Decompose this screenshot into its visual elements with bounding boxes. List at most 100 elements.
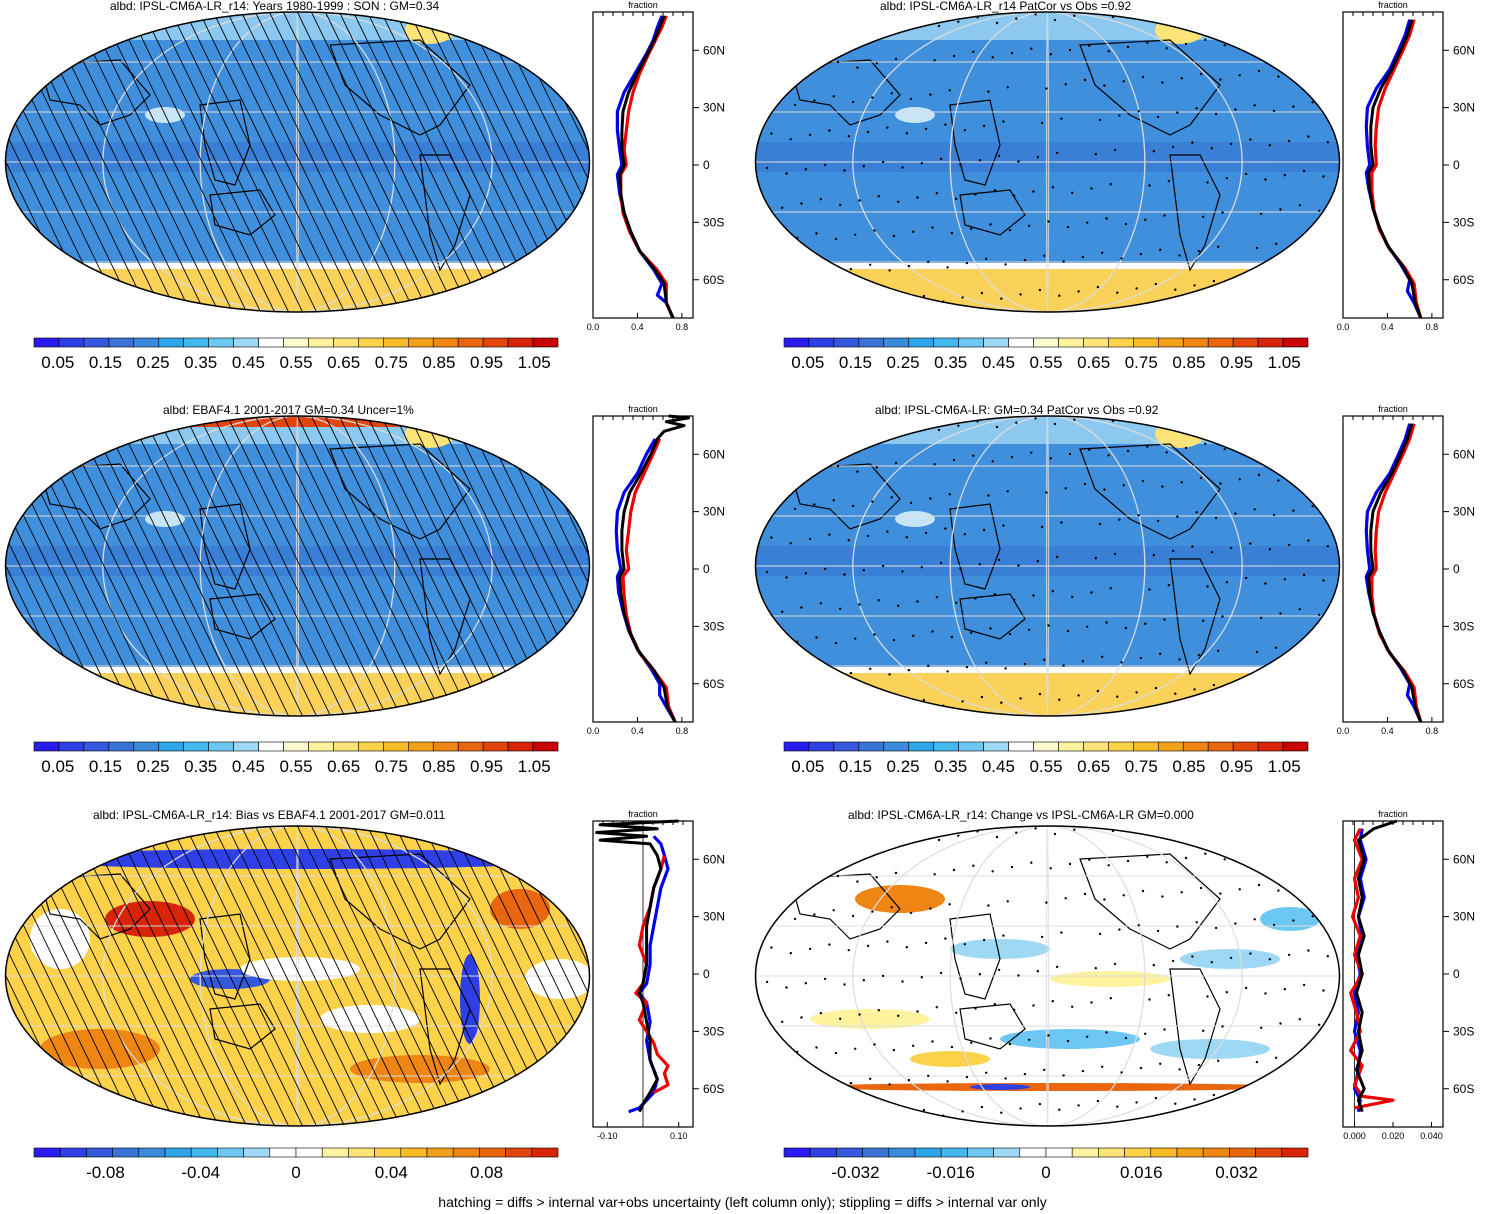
stipple-dot: [1161, 81, 1164, 84]
stipple-dot: [1083, 892, 1087, 896]
colorbar-swatch: [983, 337, 1009, 348]
stipple-dot: [1180, 77, 1183, 80]
stipple-dot: [843, 573, 846, 576]
hatch-line: [265, 826, 417, 1126]
stipple-dot: [1242, 443, 1246, 447]
stipple-dot: [1092, 416, 1095, 417]
stipple-dot: [1171, 145, 1175, 149]
stipple-dot: [1268, 144, 1271, 147]
hatch-line: [237, 826, 389, 1126]
stipple-dot: [918, 423, 921, 426]
stipple-dot: [1126, 45, 1130, 49]
stipple-dot: [1242, 39, 1246, 43]
colorbar-swatch: [1257, 741, 1284, 752]
hatch-line: [5, 12, 123, 312]
stipple-dot: [1260, 1026, 1263, 1029]
stipple-dot: [1184, 42, 1188, 46]
stipple-dot: [854, 1047, 857, 1050]
hatch-line: [279, 12, 431, 312]
stipple-dot: [922, 294, 926, 298]
stipple-dot: [1105, 621, 1108, 624]
map-outline: [4, 825, 591, 1127]
stipple-dot: [912, 230, 915, 233]
stipple-dot: [937, 428, 941, 432]
stipple-dot: [1137, 110, 1140, 113]
hatch-line: [5, 826, 123, 1126]
stipple-dot: [1300, 36, 1304, 40]
series-line: [1367, 19, 1423, 319]
stipple-dot: [970, 227, 973, 230]
hatch-line: [475, 12, 590, 312]
stipple-dot: [873, 229, 876, 232]
stipple-dot: [1221, 1025, 1224, 1028]
stipple-dot: [991, 870, 994, 873]
colorbar-label: 0.25: [137, 353, 170, 372]
stipple-dot: [909, 501, 913, 505]
stipple-dot: [933, 463, 936, 466]
stipple-dot: [881, 974, 885, 978]
map-outline: [4, 11, 591, 313]
stipple-dot: [939, 561, 943, 565]
stipple-dot: [1174, 288, 1177, 291]
hatch-line: [69, 416, 221, 716]
hatch-line: [167, 12, 319, 312]
y-tick-label: 60N: [703, 852, 725, 866]
y-tick-label: 30S: [703, 215, 724, 229]
y-tick-label: 30S: [703, 619, 724, 633]
stipple-dot: [886, 530, 889, 533]
meridian-line: [199, 826, 396, 1126]
stipple-dot: [1283, 578, 1286, 581]
stipple-dot: [763, 437, 767, 441]
desert-patch: [895, 511, 935, 527]
stipple-dot: [985, 1071, 988, 1074]
hatch-line: [139, 826, 291, 1126]
stipple-dot: [1013, 1008, 1016, 1011]
hatch-line: [181, 12, 333, 312]
stipple-dot: [1251, 1095, 1254, 1098]
stipple-dot: [1118, 518, 1121, 521]
stipple-dot: [929, 497, 932, 500]
stipple-dot: [901, 980, 904, 983]
desert-patch: [895, 107, 935, 123]
stipple-dot: [963, 533, 966, 536]
stipple-dot: [886, 940, 889, 943]
hatch-line: [265, 12, 417, 312]
stipple-dot: [815, 232, 818, 235]
stipple-dot: [1019, 293, 1022, 296]
stipple-dot: [1049, 457, 1052, 460]
stipple-dot: [770, 132, 773, 135]
stipple-dot: [995, 21, 999, 25]
coastline: [329, 853, 471, 950]
stipple-dot: [1275, 1056, 1278, 1059]
colorbar-swatch: [967, 1147, 994, 1158]
stipple-dot: [899, 427, 902, 430]
stipple-dot: [1318, 209, 1321, 212]
stipple-dot: [1152, 964, 1155, 967]
stipple-dot: [939, 971, 943, 975]
stipple-dot: [894, 57, 898, 61]
panel-title: albd: EBAF4.1 2001-2017 GM=0.34 Uncer=1%: [163, 403, 414, 417]
hatch-line: [293, 12, 445, 312]
stipple-dot: [1212, 279, 1216, 283]
stipple-dot: [1199, 886, 1203, 890]
stipple-dot: [1307, 539, 1310, 542]
colorbar-swatch: [1182, 741, 1209, 752]
panel-title: albd: IPSL-CM6A-LR_r14: Change vs IPSL-C…: [848, 808, 1194, 822]
hatch-line: [111, 416, 263, 716]
stipple-dot: [755, 916, 758, 919]
colorbar-swatch: [183, 337, 209, 348]
colorbar-swatch: [183, 741, 209, 752]
hatch-line: [223, 416, 375, 716]
stipple-dot: [1096, 689, 1100, 693]
stipple-dot: [1028, 1038, 1031, 1041]
colorbar-swatch: [479, 1147, 506, 1158]
hatch-line: [321, 826, 473, 1126]
stipple-dot: [916, 196, 919, 199]
stipple-dot: [905, 536, 908, 539]
stipple-dot: [798, 69, 801, 72]
stipple-dot: [1124, 626, 1128, 630]
stipple-dot: [1139, 252, 1143, 256]
stipple-dot: [886, 126, 889, 129]
y-tick-label: 60S: [703, 273, 724, 287]
stipple-dot: [972, 864, 975, 867]
